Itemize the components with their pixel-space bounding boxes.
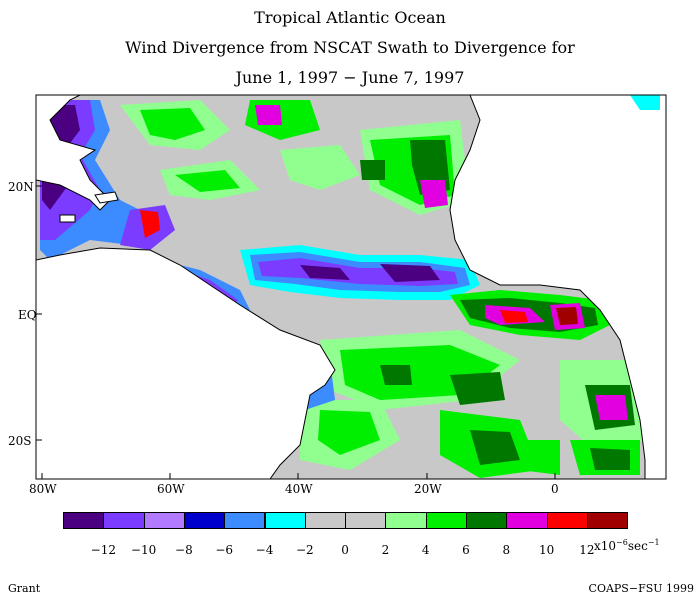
legend-swatch bbox=[586, 512, 629, 529]
legend-tick-label: 2 bbox=[381, 543, 390, 557]
legend-swatch bbox=[224, 512, 266, 529]
lat-label-20s: 20S bbox=[8, 434, 32, 448]
legend-tick-label: 12 bbox=[579, 543, 595, 557]
title-line-1: Tropical Atlantic Ocean bbox=[254, 8, 446, 27]
legend-unit: x10−6sec−1 bbox=[594, 538, 660, 553]
lon-label-0: 0 bbox=[551, 482, 559, 496]
footer-author: Grant bbox=[8, 582, 41, 595]
legend-swatch bbox=[304, 512, 347, 529]
legend-swatch bbox=[546, 512, 588, 529]
legend-tick-label: −8 bbox=[175, 543, 193, 557]
footer-credit: COAPS−FSU 1999 bbox=[588, 582, 694, 595]
legend-swatch bbox=[143, 512, 185, 529]
legend-tick-label: 0 bbox=[341, 543, 349, 557]
lon-label-40w: 40W bbox=[285, 482, 313, 496]
lon-label-60w: 60W bbox=[157, 482, 185, 496]
legend-tick-label: −4 bbox=[255, 543, 274, 557]
lat-label-eq: EQ bbox=[18, 308, 37, 322]
legend-swatch bbox=[506, 512, 548, 529]
legend-tick-label: −2 bbox=[295, 543, 314, 557]
legend-tick-label: −6 bbox=[215, 543, 234, 557]
lon-label-80w: 80W bbox=[29, 482, 57, 496]
axis-ticks bbox=[36, 185, 556, 479]
legend-swatch bbox=[183, 512, 226, 529]
legend-swatch bbox=[63, 512, 105, 529]
land bbox=[36, 95, 666, 479]
lon-label-20w: 20W bbox=[414, 482, 442, 496]
legend-tick-label: −12 bbox=[90, 543, 116, 557]
legend-tick-label: 6 bbox=[462, 543, 470, 557]
legend-tick-label: 4 bbox=[421, 543, 430, 557]
legend-swatch bbox=[264, 512, 306, 529]
legend-tick-label: −10 bbox=[130, 543, 157, 557]
legend-swatch bbox=[103, 512, 145, 529]
legend-tick-label: 8 bbox=[502, 543, 511, 557]
legend-swatch bbox=[425, 512, 467, 529]
title-line-3: June 1, 1997 − June 7, 1997 bbox=[235, 68, 465, 87]
legend-swatch bbox=[385, 512, 427, 529]
map-frame bbox=[35, 94, 667, 480]
lat-label-20n: 20N bbox=[8, 180, 34, 194]
title-line-2: Wind Divergence from NSCAT Swath to Dive… bbox=[125, 38, 575, 57]
legend-swatch bbox=[466, 512, 508, 529]
legend-swatch bbox=[345, 512, 387, 529]
legend-tick-label: 10 bbox=[538, 543, 555, 557]
